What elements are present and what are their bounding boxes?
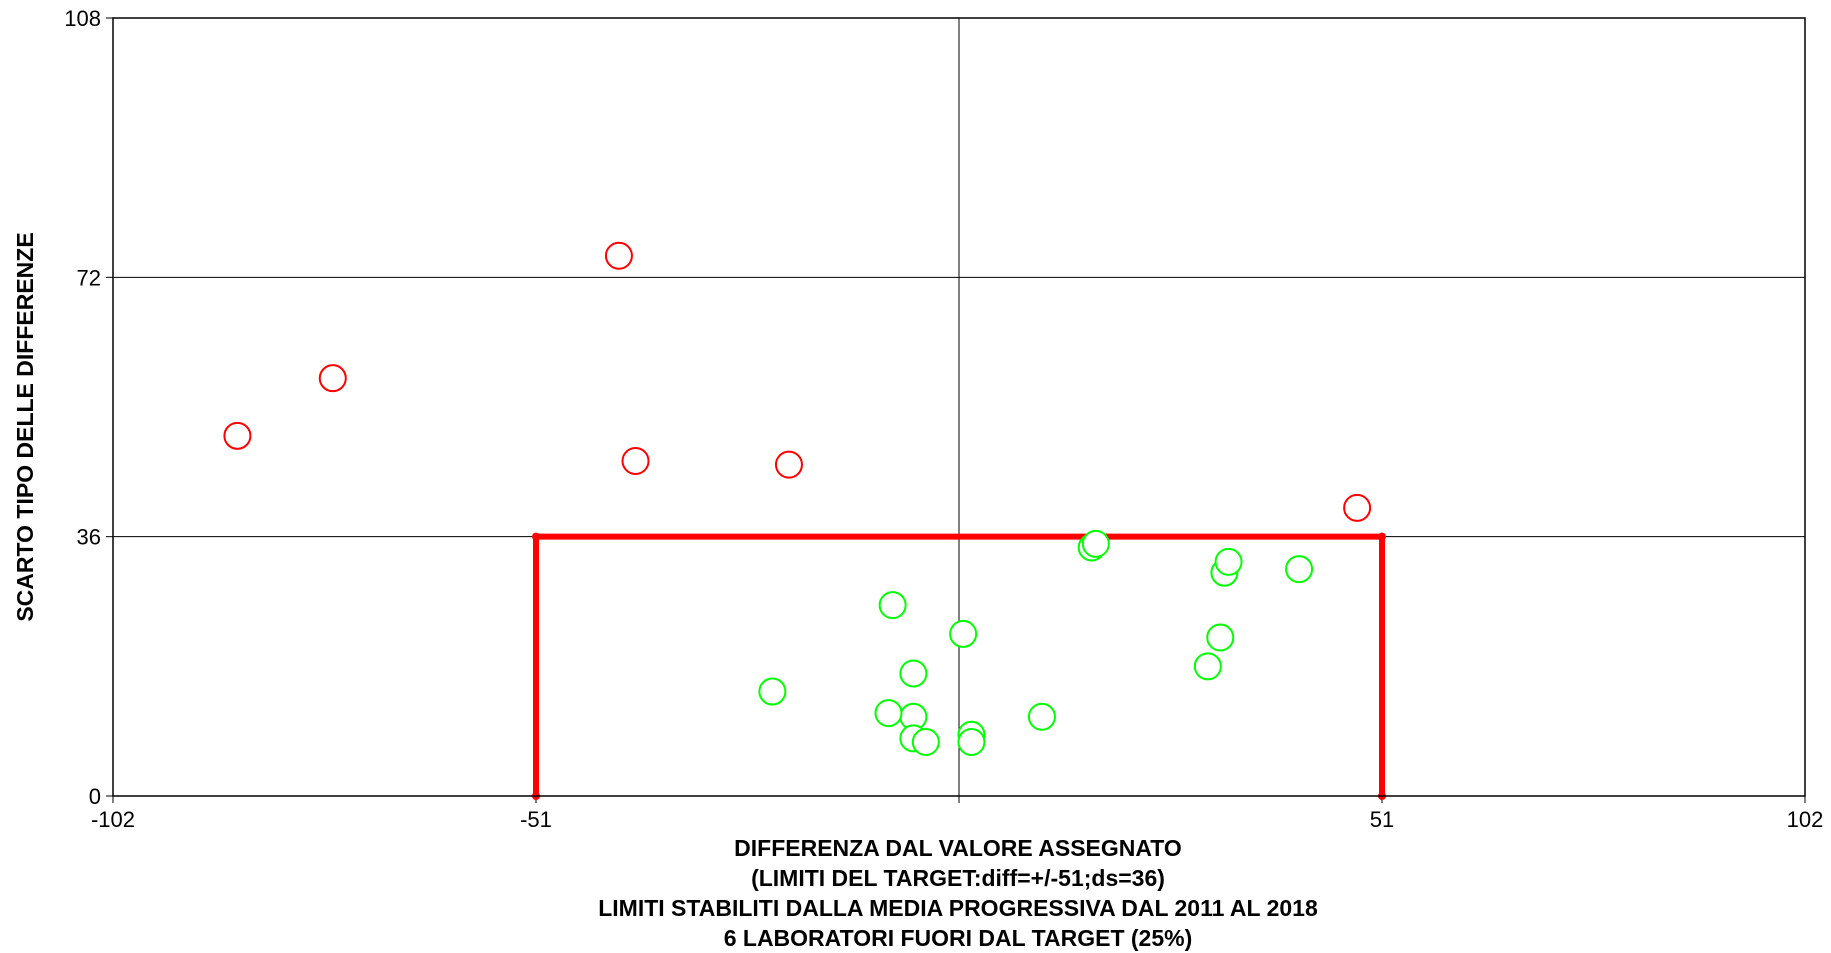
x-axis-title: DIFFERENZA DAL VALORE ASSEGNATO (LIMITI … — [598, 835, 1318, 951]
data-points — [223, 241, 1372, 756]
target-corner-marker — [532, 532, 540, 541]
target-limit-line — [533, 533, 1385, 796]
point-outside-target — [1343, 493, 1372, 522]
point-inside-target — [899, 659, 928, 688]
x-tick-label: 51 — [1370, 807, 1394, 832]
point-inside-target — [1285, 555, 1314, 584]
point-inside-target — [874, 699, 903, 728]
plot-border — [112, 17, 1806, 797]
point-inside-target — [1193, 652, 1222, 681]
point-inside-target — [949, 619, 978, 648]
target-limits — [532, 532, 1386, 800]
x-tick-labels: -102 -51 51 102 — [91, 807, 1823, 832]
x-tick-label: -102 — [91, 807, 135, 832]
point-inside-target — [878, 591, 907, 620]
x-axis-title-line-2: (LIMITI DEL TARGET:diff=+/-51;ds=36) — [751, 865, 1165, 891]
point-outside-target — [604, 241, 633, 270]
point-inside-target — [957, 727, 986, 756]
x-axis-title-line-1: DIFFERENZA DAL VALORE ASSEGNATO — [734, 835, 1182, 861]
point-inside-target — [758, 677, 787, 706]
point-inside-target — [1214, 547, 1243, 576]
point-inside-target — [1081, 529, 1110, 558]
x-tick-label: 102 — [1787, 807, 1824, 832]
x-axis-title-line-4: 6 LABORATORI FUORI DAL TARGET (25%) — [724, 925, 1193, 951]
x-tick-label: -51 — [520, 807, 552, 832]
y-tick-label: 72 — [77, 265, 101, 290]
point-outside-target — [223, 421, 252, 450]
point-outside-target — [621, 447, 650, 476]
point-inside-target — [911, 727, 940, 756]
point-outside-target — [774, 450, 803, 479]
target-corner-marker — [1378, 532, 1386, 541]
point-inside-target — [1206, 623, 1235, 652]
y-tick-label: 108 — [64, 6, 101, 31]
y-tick-labels: 0 36 72 108 — [64, 6, 101, 809]
point-outside-target — [318, 364, 347, 393]
y-axis-title: SCARTO TIPO DELLE DIFFERENZE — [12, 232, 38, 621]
point-inside-target — [1027, 702, 1056, 731]
y-tick-label: 36 — [77, 525, 101, 550]
x-axis-title-line-3: LIMITI STABILITI DALLA MEDIA PROGRESSIVA… — [598, 895, 1318, 921]
y-tick-label: 0 — [89, 784, 101, 809]
